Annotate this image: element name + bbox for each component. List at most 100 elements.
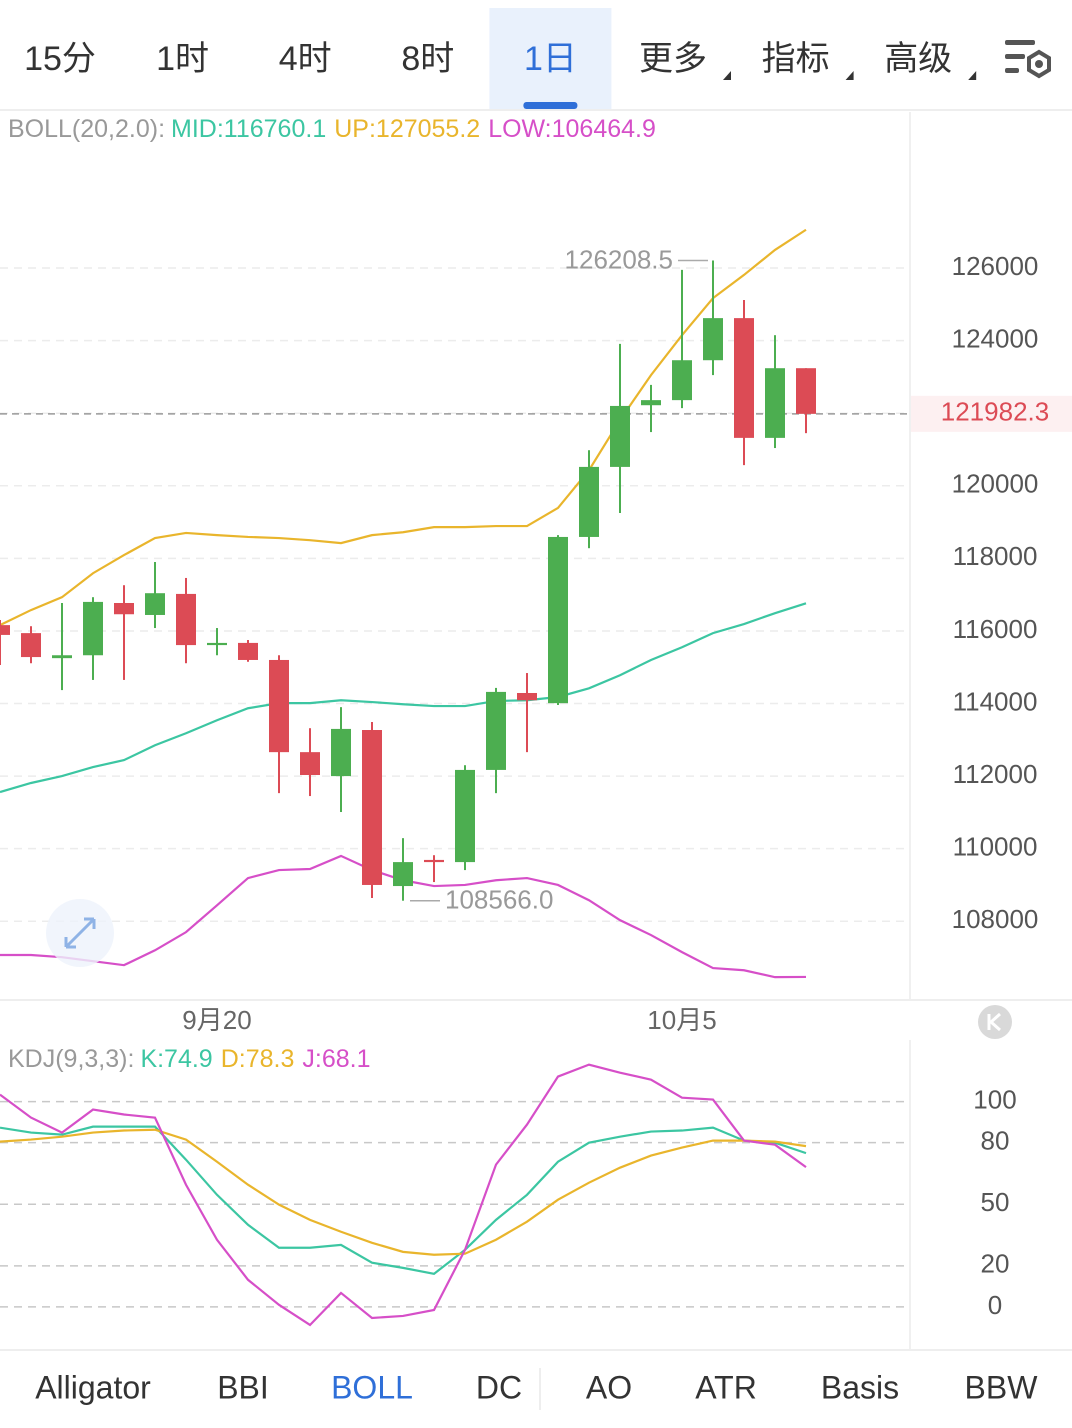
candle-body xyxy=(0,625,10,635)
candle-body xyxy=(765,368,785,438)
candle-body xyxy=(362,730,382,885)
icon-bar xyxy=(1005,54,1025,59)
indicator-tabs: Alligator BBI BOLL DC AO ATR Basis BBW xyxy=(35,1369,1038,1405)
settings-icon[interactable] xyxy=(1005,40,1051,79)
y-tick-label: 126000 xyxy=(952,251,1039,281)
indicator-label: BOLL(20,2.0): xyxy=(8,115,165,143)
y-tick-label: 100 xyxy=(973,1084,1016,1114)
tab[interactable]: 8时 xyxy=(401,40,454,78)
indicator-tab[interactable]: DC xyxy=(476,1369,522,1405)
candle-body xyxy=(641,400,661,406)
legend-entry: K:74.9 xyxy=(140,1045,212,1073)
x-tick-label: 10月5 xyxy=(647,1005,716,1035)
timeframe-tabs: 15分 1时 4时 8时 1日 更多 指标 高级 xyxy=(0,8,1072,111)
kdj-chart: 0 20 50 80 100 KDJ(9,3,3): K:74.9 D:78.3 J:68.1 xyxy=(0,1045,1017,1327)
price-chart: 108000 110000 112000 114000 116000 118000 1200… xyxy=(0,115,1072,1035)
indicator-tab[interactable]: BBW xyxy=(965,1369,1039,1405)
y-tick-label: 116000 xyxy=(953,614,1038,644)
candle-body xyxy=(455,769,475,863)
legend-entry: LOW:106464.9 xyxy=(488,115,656,143)
icon-bar xyxy=(1005,40,1035,45)
indicator-line xyxy=(0,1128,807,1256)
candle-body xyxy=(176,593,196,646)
legend: BOLL(20,2.0): MID:116760.1 UP:127055.2 LOW:… xyxy=(8,115,656,143)
icon-hex xyxy=(1027,49,1051,79)
reset-button[interactable] xyxy=(978,1005,1012,1039)
candle-body xyxy=(672,360,692,401)
candle-body xyxy=(579,466,599,537)
candle-body xyxy=(300,752,320,776)
y-tick-label: 118000 xyxy=(953,541,1038,571)
tab-label: 1时 xyxy=(156,40,209,78)
y-tick-label: 112000 xyxy=(953,759,1038,789)
candle-body xyxy=(517,692,537,701)
legend-entry: J:68.1 xyxy=(302,1045,370,1073)
indicator-line xyxy=(0,1125,807,1276)
indicator-tab[interactable]: Basis xyxy=(821,1369,899,1405)
expand-button[interactable] xyxy=(46,899,114,967)
indicator-tab[interactable]: BOLL xyxy=(331,1369,413,1405)
indicator-tab[interactable]: ATR xyxy=(695,1369,757,1405)
y-tick-label: 0 xyxy=(988,1290,1002,1320)
candle-body xyxy=(207,642,227,646)
legend-entry: D:78.3 xyxy=(221,1045,295,1073)
candle-body xyxy=(83,601,103,656)
tab-label: 指标 xyxy=(762,40,830,78)
candle-body xyxy=(238,642,258,660)
tab[interactable]: 更多 xyxy=(639,40,731,80)
annotation-label: 108566.0 xyxy=(445,885,553,915)
indicator-tab[interactable]: Alligator xyxy=(35,1369,151,1405)
candle-body xyxy=(52,655,72,659)
icon-bar xyxy=(1005,68,1019,73)
dropdown-caret xyxy=(845,71,854,80)
tab-label: 高级 xyxy=(884,40,952,78)
y-tick-label: 108000 xyxy=(952,904,1039,934)
tab[interactable]: 4时 xyxy=(279,40,332,78)
tab[interactable]: 15分 xyxy=(24,40,96,78)
tab[interactable]: 1日 xyxy=(489,8,612,109)
candle-body xyxy=(21,633,41,658)
x-tick-label: 9月20 xyxy=(182,1005,251,1035)
dropdown-caret xyxy=(968,71,977,80)
candle-body xyxy=(796,368,816,414)
candle-body xyxy=(734,318,754,438)
y-tick-label: 124000 xyxy=(952,323,1039,353)
tab[interactable]: 1时 xyxy=(156,40,209,78)
tab-label: 4时 xyxy=(279,40,332,78)
button-bg xyxy=(978,1005,1012,1039)
annotation-label: 126208.5 xyxy=(565,244,673,274)
indicator-tab[interactable]: BBI xyxy=(217,1369,269,1405)
candle-body xyxy=(114,602,134,615)
y-tick-label: 110000 xyxy=(953,832,1038,862)
dropdown-caret xyxy=(723,71,731,80)
indicator-line xyxy=(0,602,807,794)
legend: KDJ(9,3,3): K:74.9 D:78.3 J:68.1 xyxy=(8,1045,371,1073)
candle-body xyxy=(331,728,351,777)
tab-label: 更多 xyxy=(639,40,707,78)
candle-body xyxy=(424,859,444,863)
tab-highlight xyxy=(489,8,612,109)
indicator-label: KDJ(9,3,3): xyxy=(8,1045,134,1073)
candle-body xyxy=(145,593,165,615)
tab[interactable]: 指标 xyxy=(762,40,854,80)
tab-label: 8时 xyxy=(401,40,454,78)
y-tick-label: 120000 xyxy=(952,469,1039,499)
legend-entry: MID:116760.1 xyxy=(171,115,326,143)
candle-body xyxy=(393,862,413,887)
indicator-line xyxy=(0,228,807,627)
y-tick-label: 80 xyxy=(981,1126,1010,1156)
indicator-line xyxy=(0,1063,807,1327)
tab-label: 15分 xyxy=(24,40,96,78)
candle-body xyxy=(703,318,723,361)
indicator-tab[interactable]: AO xyxy=(586,1369,632,1405)
legend-entry: UP:127055.2 xyxy=(334,115,480,143)
icon-dot xyxy=(1035,60,1043,68)
tab[interactable]: 高级 xyxy=(884,40,977,80)
candle-body xyxy=(548,536,568,704)
y-tick-label: 114000 xyxy=(953,686,1038,716)
y-tick-label: 50 xyxy=(981,1187,1010,1217)
last-price-label: 121982.3 xyxy=(941,397,1049,427)
